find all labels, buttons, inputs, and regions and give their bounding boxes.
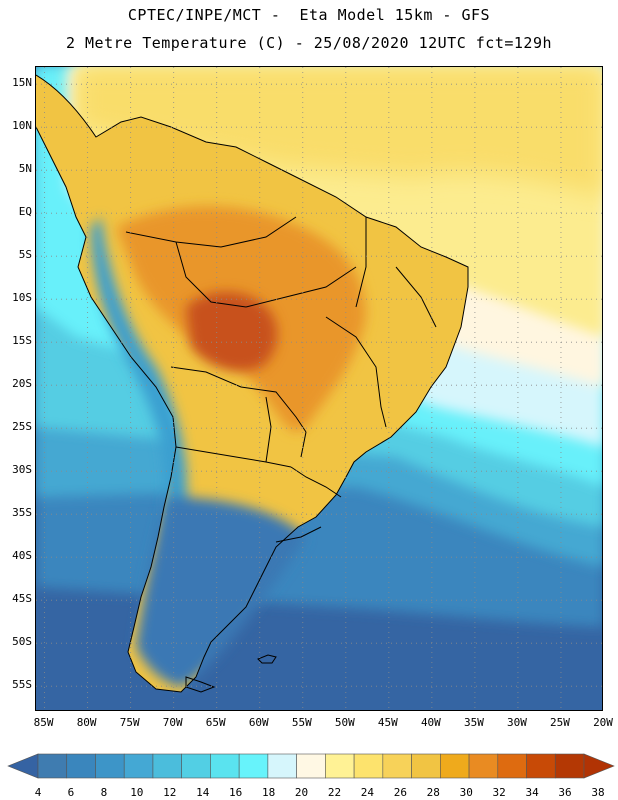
colorbar-label-26: 26 bbox=[393, 786, 407, 799]
colorbar-cell-9 bbox=[296, 753, 326, 779]
lat-label-EQ: EQ bbox=[18, 205, 32, 219]
lat-label-45S: 45S bbox=[12, 592, 32, 606]
colorbar-label-6: 6 bbox=[67, 786, 75, 799]
colorbar-cell-5 bbox=[181, 753, 211, 779]
lon-label-55W: 55W bbox=[291, 716, 312, 729]
patagonia-cool bbox=[136, 497, 306, 687]
colorbar-cell-11 bbox=[353, 753, 384, 779]
lat-label-15S: 15S bbox=[12, 334, 32, 348]
colorbar-cell-6 bbox=[210, 753, 240, 779]
lat-label-35S: 35S bbox=[12, 506, 32, 520]
colorbar-cell-16 bbox=[497, 753, 527, 779]
map-subtitle: 2 Metre Temperature (C) - 25/08/2020 12U… bbox=[65, 34, 553, 52]
colorbar-label-16: 16 bbox=[229, 786, 243, 799]
lon-label-65W: 65W bbox=[205, 716, 226, 729]
colorbar-cell-3 bbox=[123, 753, 154, 779]
ocean-band-warm bbox=[76, 67, 602, 197]
lon-label-30W: 30W bbox=[507, 716, 527, 729]
colorbar-under-triangle bbox=[7, 753, 39, 779]
colorbar-cell-18 bbox=[554, 753, 585, 779]
lat-label-5S: 5S bbox=[18, 248, 32, 262]
temperature-map bbox=[35, 66, 603, 711]
lon-label-45W: 45W bbox=[377, 716, 398, 729]
lat-label-15N: 15N bbox=[12, 76, 32, 90]
colorbar-over-triangle bbox=[583, 753, 615, 779]
tierra-del-fuego bbox=[185, 676, 216, 693]
colorbar-cell-13 bbox=[411, 753, 441, 779]
lon-label-35W: 35W bbox=[463, 716, 484, 729]
colorbar-label-32: 32 bbox=[492, 786, 506, 799]
andes-cool-strip bbox=[91, 217, 196, 587]
lat-label-20S: 20S bbox=[12, 377, 32, 391]
colorbar-cell-17 bbox=[526, 753, 556, 779]
colorbar-label-34: 34 bbox=[525, 786, 539, 799]
lon-label-40W: 40W bbox=[420, 716, 441, 729]
colorbar-label-18: 18 bbox=[261, 786, 276, 799]
colorbar-cell-0 bbox=[37, 753, 68, 779]
colorbar-cell-8 bbox=[267, 753, 297, 779]
colorbar-cell-2 bbox=[95, 753, 125, 779]
lat-label-40S: 40S bbox=[12, 549, 32, 563]
colorbar-label-12: 12 bbox=[163, 786, 177, 799]
hottest-core bbox=[186, 292, 278, 371]
colorbar-label-22: 22 bbox=[327, 786, 342, 799]
colorbar-cell-15 bbox=[468, 753, 499, 779]
colorbar-cell-1 bbox=[66, 753, 96, 779]
lat-label-10S: 10S bbox=[12, 291, 32, 305]
lat-label-30S: 30S bbox=[12, 463, 32, 477]
lon-label-20W: 20W bbox=[593, 716, 613, 729]
colorbar-cell-7 bbox=[238, 753, 269, 779]
lat-label-50S: 50S bbox=[12, 635, 32, 649]
colorbar-label-38: 38 bbox=[591, 786, 605, 799]
lat-label-5N: 5N bbox=[18, 162, 32, 176]
lon-label-25W: 25W bbox=[550, 716, 570, 729]
colorbar-label-30: 30 bbox=[459, 786, 473, 799]
lon-label-75W: 75W bbox=[119, 716, 140, 729]
lon-label-70W: 70W bbox=[162, 716, 183, 729]
lat-label-55S: 55S bbox=[12, 678, 32, 692]
colorbar bbox=[7, 753, 615, 779]
colorbar-cell-4 bbox=[152, 753, 182, 779]
colorbar-label-20: 20 bbox=[294, 786, 309, 799]
colorbar-label-8: 8 bbox=[100, 786, 108, 799]
colorbar-label-14: 14 bbox=[196, 786, 210, 799]
colorbar-label-10: 10 bbox=[130, 786, 144, 799]
lat-label-25S: 25S bbox=[12, 420, 32, 434]
lon-label-50W: 50W bbox=[334, 716, 355, 729]
falkland-islands bbox=[257, 654, 277, 664]
lon-label-80W: 80W bbox=[76, 716, 97, 729]
colorbar-cell-14 bbox=[440, 753, 470, 779]
lon-label-85W: 85W bbox=[33, 716, 54, 729]
lat-label-10N: 10N bbox=[12, 119, 32, 133]
colorbar-label-4: 4 bbox=[34, 786, 42, 799]
country-borders bbox=[36, 74, 469, 693]
colorbar-label-24: 24 bbox=[360, 786, 375, 799]
colorbar-cell-10 bbox=[325, 753, 355, 779]
lon-label-60W: 60W bbox=[248, 716, 269, 729]
map-title: CPTEC/INPE/MCT - Eta Model 15km - GFS bbox=[127, 6, 491, 24]
colorbar-cell-12 bbox=[382, 753, 412, 779]
colorbar-label-28: 28 bbox=[426, 786, 440, 799]
colorbar-label-36: 36 bbox=[558, 786, 572, 799]
map-canvas bbox=[36, 67, 602, 710]
